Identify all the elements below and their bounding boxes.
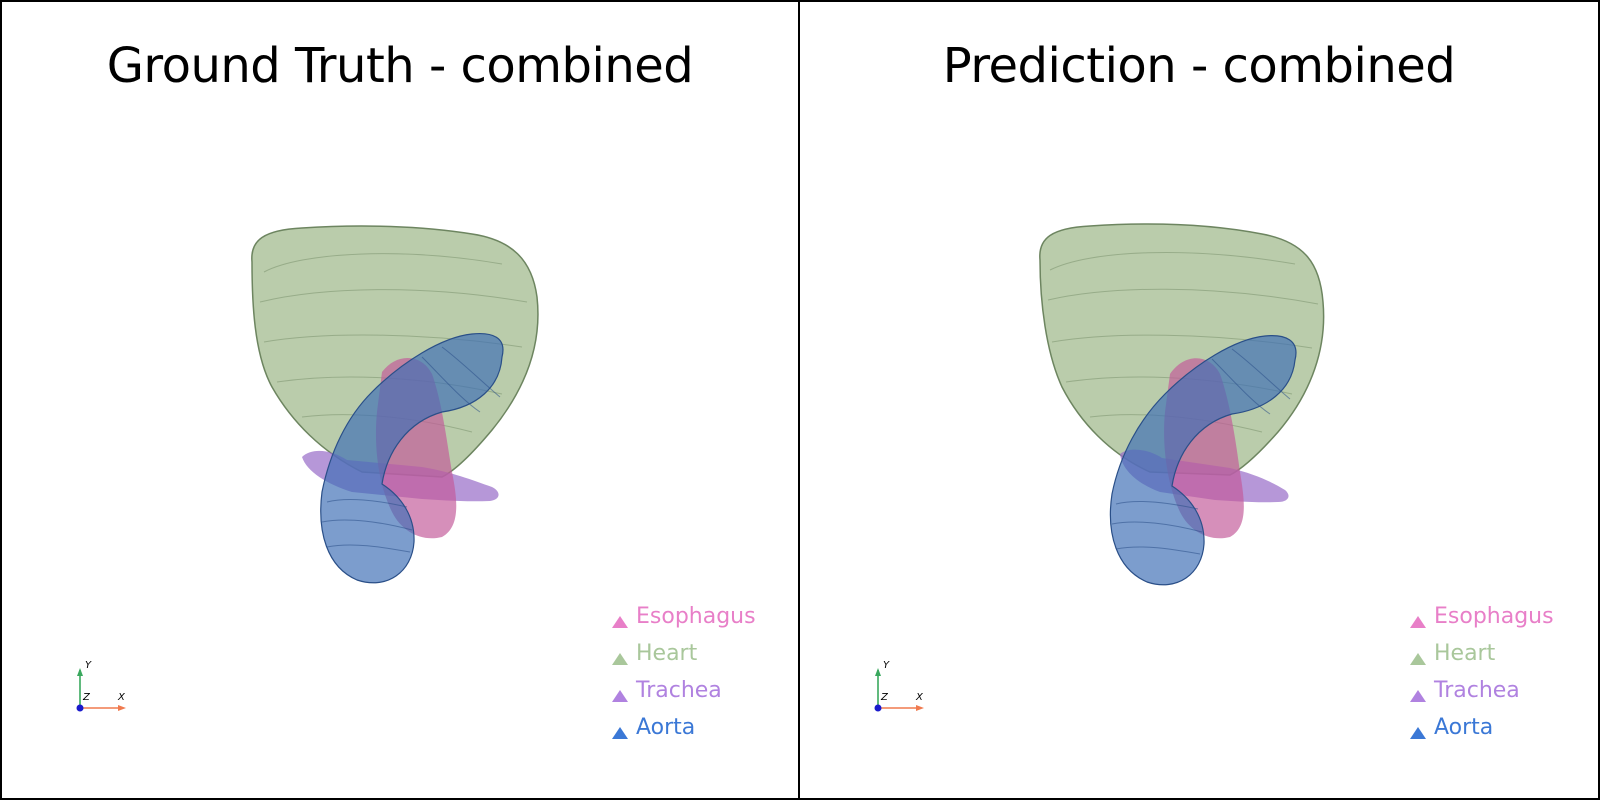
axis-label-x: X	[916, 692, 923, 703]
organ-render-prediction[interactable]	[800, 2, 1600, 800]
triangle-marker-icon	[1410, 616, 1426, 628]
triangle-marker-icon	[1410, 653, 1426, 665]
axis-label-x: X	[118, 692, 125, 703]
panel-title: Ground Truth - combined	[106, 38, 694, 94]
aorta-contour-lines	[1111, 348, 1291, 555]
aorta-contour-lines	[321, 346, 501, 553]
legend-label: Aorta	[636, 715, 696, 740]
ground-truth-panel: Ground Truth - combined Esophagus Heart …	[0, 0, 800, 800]
triangle-marker-icon	[612, 653, 628, 665]
orientation-axes-widget: Y Z X	[870, 660, 940, 722]
legend-label: Trachea	[1434, 678, 1520, 703]
legend-label: Trachea	[636, 678, 722, 703]
axes-icon	[76, 668, 126, 712]
legend-label: Aorta	[1434, 715, 1494, 740]
organ-render-ground-truth[interactable]	[2, 2, 800, 800]
heart-contour-lines	[1047, 252, 1319, 433]
axis-label-y: Y	[883, 660, 890, 671]
legend-label: Heart	[1434, 641, 1496, 666]
aorta-mesh	[1109, 335, 1297, 586]
axis-label-z: Z	[881, 692, 888, 703]
legend-label: Esophagus	[1434, 604, 1554, 629]
axis-label-y: Y	[85, 660, 92, 671]
heart-mesh	[1039, 223, 1325, 476]
prediction-panel: Prediction - combined Esophagus Heart Tr…	[798, 0, 1600, 800]
triangle-marker-icon	[612, 616, 628, 628]
heart-mesh	[251, 225, 539, 478]
orientation-axes-widget: Y Z X	[72, 660, 142, 722]
triangle-marker-icon	[612, 690, 628, 702]
legend-label: Esophagus	[636, 604, 756, 629]
triangle-marker-icon	[1410, 727, 1426, 739]
aorta-mesh	[320, 332, 504, 584]
axes-icon	[874, 668, 924, 712]
triangle-marker-icon	[612, 727, 628, 739]
heart-contour-lines	[259, 253, 528, 433]
legend-label: Heart	[636, 641, 698, 666]
axis-label-z: Z	[83, 692, 90, 703]
panel-title: Prediction - combined	[942, 38, 1456, 94]
triangle-marker-icon	[1410, 690, 1426, 702]
